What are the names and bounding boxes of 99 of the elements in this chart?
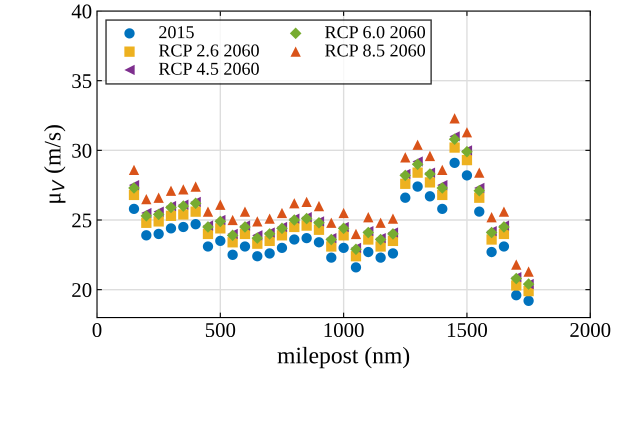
point <box>511 259 522 270</box>
point <box>128 182 140 194</box>
point <box>473 184 486 197</box>
point <box>498 206 510 217</box>
point <box>363 212 374 222</box>
point <box>178 222 188 232</box>
point <box>152 208 164 220</box>
point <box>140 210 152 222</box>
y-axis-title: μ$_{V}$ (m/s) <box>44 125 66 203</box>
point <box>240 206 250 217</box>
point <box>350 228 362 240</box>
point <box>523 296 534 306</box>
point <box>400 178 410 189</box>
point <box>498 241 510 252</box>
point <box>141 194 152 204</box>
point <box>338 208 349 218</box>
point <box>424 150 436 162</box>
point <box>388 248 398 259</box>
point <box>436 182 448 194</box>
point <box>449 158 460 168</box>
point <box>301 196 312 208</box>
point <box>474 167 484 178</box>
point <box>462 127 472 138</box>
point <box>424 177 436 188</box>
point <box>400 192 410 203</box>
legend-label: RCP 2.6 2060 <box>158 44 259 57</box>
point <box>400 152 410 162</box>
legend-label: 2015 <box>159 26 194 38</box>
point <box>154 192 164 203</box>
point <box>276 208 288 218</box>
point <box>375 218 386 228</box>
point <box>215 200 226 210</box>
point <box>252 216 262 227</box>
point <box>412 158 424 170</box>
point <box>190 219 201 230</box>
point <box>240 241 250 252</box>
point <box>190 181 201 192</box>
point <box>388 213 398 224</box>
legend-label: RCP 8.5 2060 <box>325 44 426 57</box>
point <box>462 170 472 181</box>
x-tick-label: 0 <box>92 322 102 338</box>
point <box>424 191 436 202</box>
point <box>166 186 176 196</box>
point <box>252 232 264 244</box>
point <box>375 252 386 263</box>
point <box>412 140 423 150</box>
point <box>166 210 176 221</box>
y-tick-label: 20 <box>72 283 92 298</box>
point <box>178 184 188 194</box>
legend-label: RCP 4.5 2060 <box>158 62 259 75</box>
legend-label: RCP 6.0 2060 <box>325 26 426 38</box>
point <box>166 223 176 234</box>
point <box>448 133 460 146</box>
point <box>338 242 349 254</box>
point <box>227 250 238 260</box>
point <box>264 248 275 259</box>
point <box>486 246 497 258</box>
x-tick-label: 1500 <box>448 322 487 338</box>
point <box>128 204 140 214</box>
point <box>449 113 460 124</box>
point <box>252 251 262 262</box>
x-tick-label: 1000 <box>324 322 364 338</box>
point <box>301 232 312 244</box>
point <box>486 212 497 222</box>
y-tick-label: 25 <box>72 213 92 228</box>
point <box>154 228 164 240</box>
y-tick-label: 30 <box>72 144 92 158</box>
point <box>289 198 300 208</box>
y-tick-label: 35 <box>72 74 92 88</box>
point <box>412 167 423 178</box>
point <box>128 164 140 175</box>
point <box>523 266 534 277</box>
point <box>202 241 214 252</box>
point <box>437 164 448 175</box>
point <box>190 206 201 217</box>
point <box>449 142 460 153</box>
point <box>412 181 423 192</box>
point <box>350 262 362 273</box>
point <box>276 242 288 254</box>
point <box>227 214 238 226</box>
x-tick-label: 500 <box>206 322 236 338</box>
point <box>202 206 214 217</box>
point <box>363 246 374 258</box>
point <box>314 200 324 212</box>
y-tick-label: 40 <box>72 4 92 18</box>
point <box>289 234 300 245</box>
point <box>461 146 473 158</box>
point <box>326 252 336 263</box>
point <box>511 290 522 300</box>
point <box>437 204 448 214</box>
x-axis-title: milepost (nm) <box>278 346 410 368</box>
point <box>178 209 188 220</box>
point <box>215 236 226 246</box>
point <box>314 237 324 248</box>
x-tick-label: 2000 <box>570 322 610 338</box>
point <box>474 206 484 217</box>
point <box>141 230 152 240</box>
point <box>264 213 275 224</box>
point <box>326 218 336 228</box>
